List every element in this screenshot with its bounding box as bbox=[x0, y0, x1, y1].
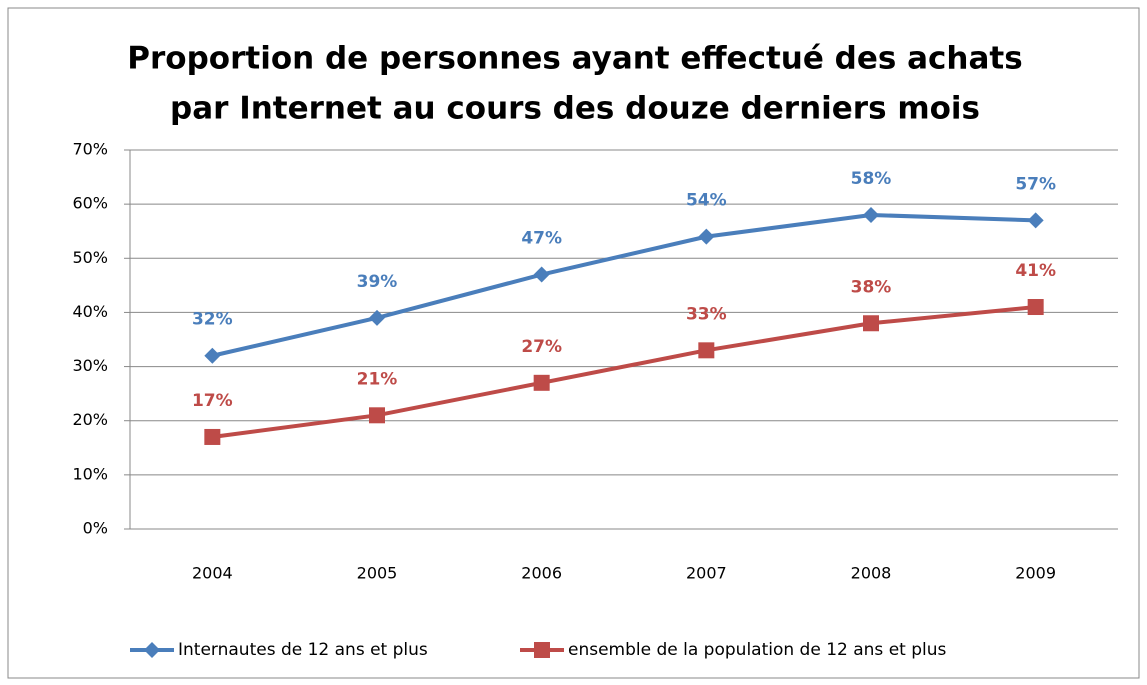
data-point bbox=[1027, 299, 1044, 316]
data-point bbox=[533, 374, 550, 391]
legend-label: Internautes de 12 ans et plus bbox=[178, 640, 428, 660]
x-tick-label: 2008 bbox=[851, 564, 892, 583]
data-point bbox=[369, 309, 385, 326]
data-point bbox=[698, 228, 715, 245]
y-tick-label: 30% bbox=[72, 356, 108, 375]
data-label: 57% bbox=[1015, 174, 1056, 194]
y-tick-label: 40% bbox=[72, 302, 108, 321]
legend-marker bbox=[144, 642, 160, 658]
data-point bbox=[863, 315, 879, 332]
y-tick-label: 20% bbox=[72, 410, 108, 429]
data-point bbox=[533, 266, 550, 283]
legend-label: ensemble de la population de 12 ans et p… bbox=[568, 640, 947, 660]
series-line bbox=[212, 305, 1036, 439]
chart-title: Proportion de personnes ayant effectué d… bbox=[127, 41, 1022, 77]
y-tick-label: 60% bbox=[72, 194, 108, 213]
legend-marker bbox=[534, 642, 550, 658]
data-point bbox=[698, 342, 715, 359]
data-point bbox=[863, 206, 879, 223]
data-label: 27% bbox=[521, 337, 562, 357]
data-label: 41% bbox=[1015, 261, 1056, 281]
data-point bbox=[369, 407, 385, 424]
series-line bbox=[211, 212, 1036, 358]
data-label: 47% bbox=[521, 229, 562, 249]
x-tick-label: 2007 bbox=[686, 564, 727, 583]
y-tick-label: 50% bbox=[72, 248, 108, 267]
data-label: 17% bbox=[192, 391, 233, 411]
chart-border bbox=[7, 7, 1140, 679]
y-tick-label: 0% bbox=[83, 519, 108, 538]
data-label: 38% bbox=[851, 277, 892, 297]
chart-title: par Internet au cours des douze derniers… bbox=[170, 91, 980, 127]
y-tick-label: 10% bbox=[72, 464, 108, 483]
y-tick-label: 70% bbox=[72, 140, 108, 159]
data-label: 33% bbox=[686, 304, 727, 324]
x-tick-label: 2004 bbox=[192, 564, 233, 583]
data-label: 32% bbox=[192, 310, 233, 330]
x-tick-label: 2005 bbox=[357, 564, 398, 583]
data-label: 21% bbox=[357, 369, 398, 389]
x-tick-label: 2009 bbox=[1015, 564, 1056, 583]
data-label: 58% bbox=[851, 169, 892, 189]
data-point bbox=[204, 347, 221, 364]
data-point bbox=[1027, 212, 1044, 229]
x-tick-label: 2006 bbox=[521, 564, 562, 583]
data-label: 39% bbox=[357, 272, 398, 292]
data-point bbox=[204, 428, 221, 445]
data-label: 54% bbox=[686, 191, 727, 211]
